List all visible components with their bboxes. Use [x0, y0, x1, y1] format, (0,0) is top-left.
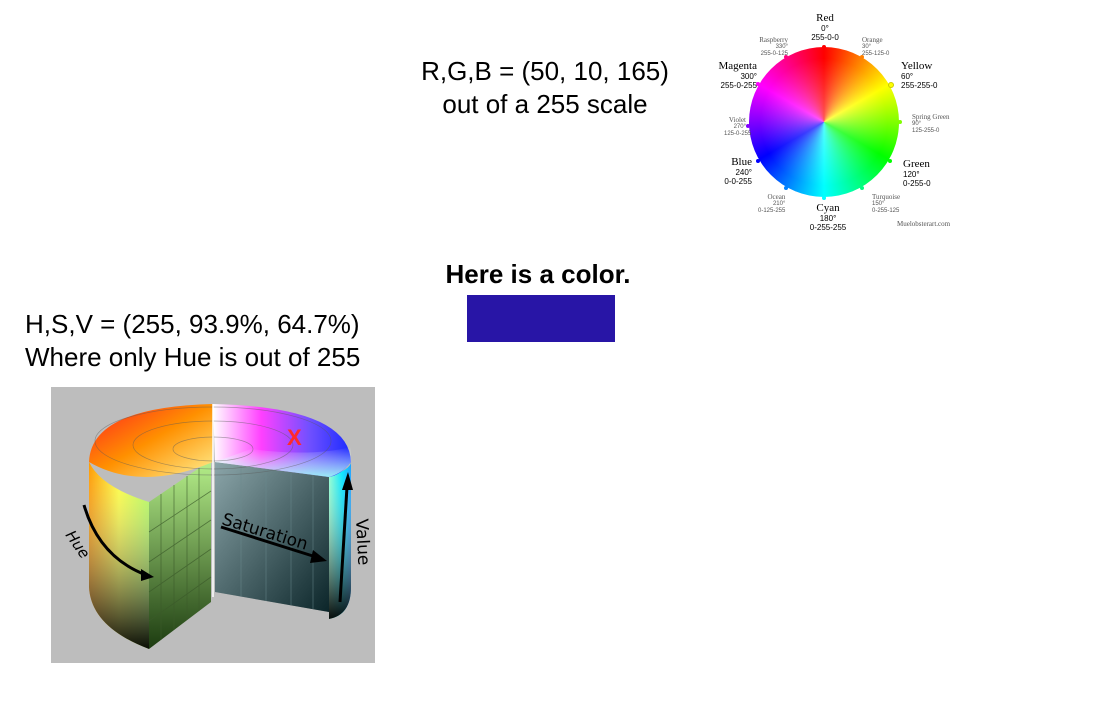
hsv-cylinder-graphic: X Hue Saturation Value	[62, 404, 373, 649]
wheel-label-name: Yellow	[901, 60, 933, 72]
saturation-arrow	[220, 525, 317, 559]
wheel-label-rgb: 255-125-0	[862, 51, 890, 57]
wheel-label-spring-green: Spring Green 90° 125-255-0	[912, 113, 950, 135]
wheel-shading	[749, 47, 899, 197]
wheel-label-name: Ocean	[767, 193, 786, 201]
rgb-description: R,G,B = (50, 10, 165) out of a 255 scale	[395, 55, 695, 121]
wheel-label-rgb: 0-125-255	[758, 208, 786, 214]
hue-label: Hue	[62, 527, 94, 562]
wheel-label-rgb: 0-255-125	[872, 208, 900, 214]
wheel-label-name: Red	[816, 12, 834, 24]
raspberry-dot	[784, 55, 788, 59]
spring-green-dot	[898, 120, 902, 124]
wheel-label-degree: 120°	[903, 170, 920, 179]
wheel-label-name: Orange	[862, 36, 883, 44]
wheel-label-blue: Blue 240° 0-0-255	[722, 156, 752, 186]
wheel-label-rgb: 0-255-0	[903, 179, 931, 188]
wheel-label-orange: Orange 30° 255-125-0	[862, 36, 889, 58]
wheel-label-rgb: 255-255-0	[901, 81, 938, 90]
wheel-label-name: Turquoise	[872, 193, 901, 201]
wheel-label-name: Blue	[731, 156, 752, 168]
violet-dot	[746, 124, 750, 128]
ocean-dot	[784, 186, 788, 190]
turquoise-dot	[860, 186, 864, 190]
wheel-label-red: Red 0° 255-0-0	[805, 12, 845, 42]
magenta-dot	[756, 82, 760, 86]
wheel-label-degree: 30°	[862, 44, 872, 50]
wheel-label-turquoise: Turquoise 150° 0-255-125	[872, 193, 900, 215]
wheel-label-degree: 240°	[735, 168, 752, 177]
wheel-label-green: Green 120° 0-255-0	[903, 158, 931, 188]
wheel-label-degree: 150°	[872, 201, 885, 207]
wheel-credit: Muelobsterart.com	[897, 220, 951, 228]
wheel-label-cyan: Cyan 180° 0-255-255	[805, 202, 851, 232]
wheel-label-degree: 90°	[912, 121, 922, 127]
cylinder-cut-face-right	[215, 462, 329, 612]
page-title: Here is a color.	[445, 259, 631, 289]
wheel-label-rgb: 0-0-255	[724, 177, 752, 186]
wheel-label-violet: Violet 270° 125-0-255	[724, 116, 752, 138]
wheel-label-name: Raspberry	[759, 36, 788, 44]
wheel-label-degree: 330°	[775, 44, 788, 50]
rgb-scale-note: out of a 255 scale	[442, 89, 648, 119]
wheel-label-name: Cyan	[816, 202, 840, 214]
green-dot	[888, 159, 892, 163]
wheel-label-raspberry: Raspberry 330° 255-0-125	[752, 36, 788, 58]
hsv-description: H,S,V = (255, 93.9%, 64.7%) Where only H…	[25, 308, 425, 374]
hsv-marker: X	[287, 425, 302, 450]
cyan-dot	[822, 196, 826, 200]
red-dot	[822, 45, 826, 49]
wheel-label-ocean: Ocean 210° 0-125-255	[758, 193, 785, 215]
wheel-label-degree: 300°	[740, 72, 757, 81]
wheel-label-degree: 270°	[733, 124, 746, 130]
wheel-label-name: Violet	[728, 116, 746, 124]
wheel-label-rgb: 255-0-0	[811, 33, 839, 42]
wheel-label-magenta: Magenta 300° 255-0-255	[717, 60, 757, 90]
wheel-label-degree: 210°	[772, 201, 786, 207]
color-wheel: Red 0° 255-0-0 Orange 30° 255-125-0 Yell…	[712, 10, 962, 235]
wheel-label-rgb: 125-0-255	[724, 131, 752, 137]
value-label: Value	[351, 518, 373, 566]
wheel-label-degree: 60°	[901, 72, 914, 81]
wheel-label-degree: 180°	[819, 214, 837, 223]
wheel-label-name: Green	[903, 158, 930, 170]
value-arrow	[338, 486, 349, 603]
wheel-label-name: Spring Green	[912, 113, 950, 121]
rgb-values: R,G,B = (50, 10, 165)	[421, 56, 669, 86]
wheel-label-name: Magenta	[718, 60, 757, 72]
wheel-label-degree: 0°	[821, 24, 829, 33]
hsv-values: H,S,V = (255, 93.9%, 64.7%)	[25, 309, 360, 339]
blue-dot	[756, 159, 760, 163]
wheel-label-rgb: 255-0-255	[720, 81, 757, 90]
hsv-cylinder: X Hue Saturation Value	[51, 387, 375, 663]
hsv-scale-note: Where only Hue is out of 255	[25, 342, 361, 372]
orange-dot	[860, 55, 864, 59]
cylinder-cut-face-green	[149, 460, 211, 649]
wheel-label-rgb: 125-255-0	[912, 128, 940, 134]
yellow-dot	[888, 82, 894, 88]
wheel-label-rgb: 255-0-125	[760, 51, 788, 57]
wheel-label-rgb: 0-255-255	[809, 223, 847, 232]
cylinder-top-left	[89, 404, 213, 477]
wheel-label-yellow: Yellow 60° 255-255-0	[901, 60, 937, 90]
color-swatch	[467, 295, 615, 342]
hue-arrow	[82, 504, 147, 577]
